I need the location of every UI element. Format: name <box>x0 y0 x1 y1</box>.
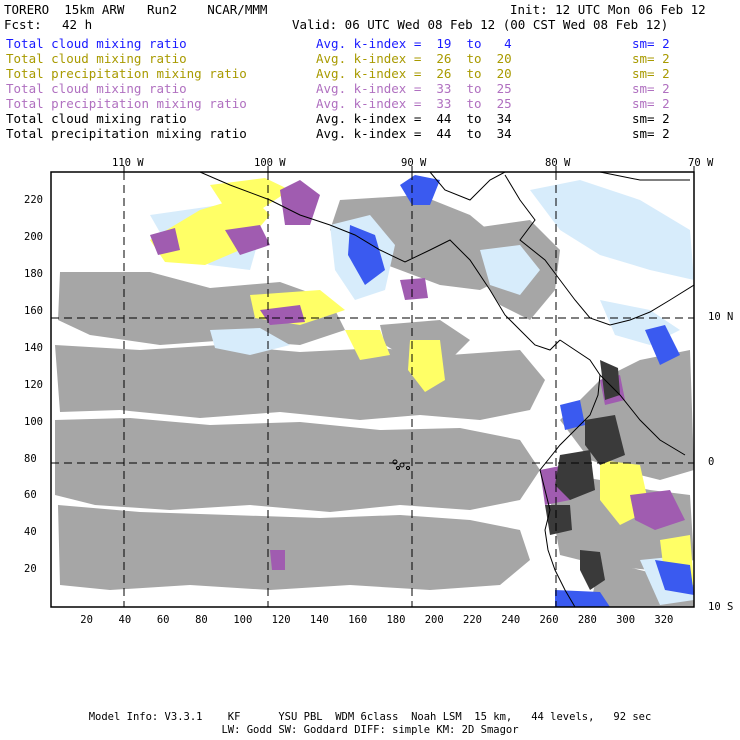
x-tick-label: 240 <box>501 614 521 626</box>
x-tick-label: 280 <box>577 614 597 626</box>
x-tick-label: 140 <box>309 614 329 626</box>
y-tick-label: 120 <box>24 378 43 391</box>
y-tick-label: 40 <box>24 526 37 539</box>
legend-field: Total precipitation mixing ratio <box>6 96 247 111</box>
map-frame <box>50 171 695 608</box>
forecast-hour: 42 h <box>62 17 93 32</box>
legend-kindex: Avg. k-index = 26 to 20 <box>316 51 512 66</box>
x-tick-label: 100 <box>233 614 253 626</box>
y-tick-label: 20 <box>24 563 37 576</box>
lon-label-70w: 70 W <box>688 157 714 169</box>
legend-kindex: Avg. k-index = 33 to 25 <box>316 96 512 111</box>
x-tick-label: 40 <box>118 614 132 626</box>
y-tick-label: 160 <box>24 305 43 318</box>
x-tick-label: 20 <box>80 614 93 626</box>
legend-field: Total cloud mixing ratio <box>6 111 187 126</box>
x-tick-label: 300 <box>616 614 636 626</box>
legend-smoothing: sm= 2 <box>632 126 670 141</box>
y-tick-label: 200 <box>24 231 43 244</box>
lat-label-10s: 10 S <box>708 601 734 613</box>
lat-lon-grid <box>51 172 694 607</box>
legend-field: Total cloud mixing ratio <box>6 81 187 96</box>
forecast-label: Fcst: <box>4 17 42 32</box>
x-tick-label: 80 <box>195 614 208 626</box>
top-ticks <box>123 166 695 172</box>
x-tick-label: 260 <box>539 614 559 626</box>
x-tick-label: 200 <box>424 614 444 626</box>
legend-kindex: Avg. k-index = 44 to 34 <box>316 126 512 141</box>
lon-label-110w: 110 W <box>112 157 144 169</box>
legend-kindex: Avg. k-index = 19 to 4 <box>316 36 512 51</box>
legend-kindex: Avg. k-index = 44 to 34 <box>316 111 512 126</box>
legend-smoothing: sm= 2 <box>632 111 670 126</box>
legend-field: Total precipitation mixing ratio <box>6 66 247 81</box>
model-info: Model Info: V3.3.1 KF YSU PBL WDM 6class… <box>88 711 652 723</box>
x-tick-label: 220 <box>463 614 482 626</box>
legend-kindex: Avg. k-index = 26 to 20 <box>316 66 512 81</box>
legend-kindex: Avg. k-index = 33 to 25 <box>316 81 512 96</box>
legend-smoothing: sm= 2 <box>632 36 670 51</box>
legend-smoothing: sm= 2 <box>632 66 670 81</box>
legend-field: Total precipitation mixing ratio <box>6 126 247 141</box>
x-tick-label: 60 <box>156 614 170 626</box>
y-tick-label: 80 <box>24 452 37 465</box>
lat-label-0: 0 <box>708 456 715 468</box>
valid-time: Valid: 06 UTC Wed 08 Feb 12 (00 CST Wed … <box>292 17 669 32</box>
y-tick-label: 140 <box>24 341 43 354</box>
y-tick-label: 220 <box>24 194 43 207</box>
x-tick-label: 180 <box>386 614 406 626</box>
legend-smoothing: sm= 2 <box>632 81 670 96</box>
legend-field: Total cloud mixing ratio <box>6 51 187 66</box>
model-physics: LW: Godd SW: Goddard DIFF: simple KM: 2D… <box>221 724 519 736</box>
y-tick-label: 60 <box>24 489 37 502</box>
lon-label-90w: 90 W <box>401 157 427 169</box>
init-time: Init: 12 UTC Mon 06 Feb 12 <box>510 2 706 17</box>
y-tick-label: 100 <box>24 415 43 428</box>
y-tick-label: 180 <box>24 268 43 281</box>
lat-label-10n: 10 N <box>708 311 734 323</box>
x-tick-label: 120 <box>271 614 291 626</box>
coastline <box>199 172 694 607</box>
lon-label-100w: 100 W <box>254 157 286 169</box>
legend-smoothing: sm= 2 <box>632 51 670 66</box>
legend-smoothing: sm= 2 <box>632 96 670 111</box>
legend-field: Total cloud mixing ratio <box>6 36 187 51</box>
x-tick-label: 320 <box>654 614 674 626</box>
blue-field <box>348 175 694 607</box>
lon-label-80w: 80 W <box>545 157 571 169</box>
x-tick-label: 160 <box>348 614 368 626</box>
model-title: TORERO 15km ARW Run2 NCAR/MMM <box>4 2 268 17</box>
